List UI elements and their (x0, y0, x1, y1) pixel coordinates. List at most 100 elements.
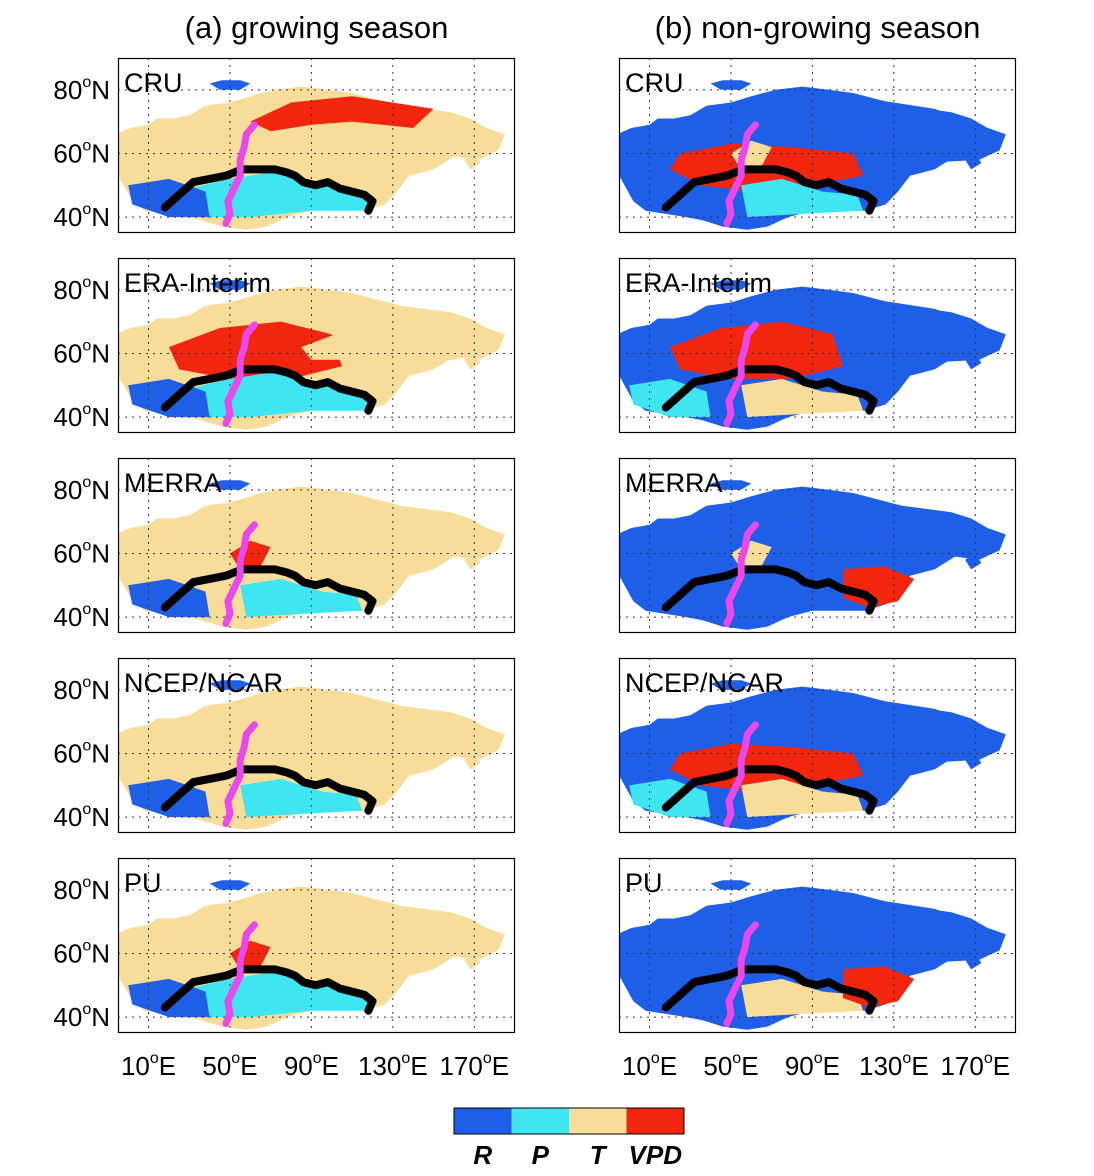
island (464, 753, 481, 770)
island (209, 680, 251, 690)
legend-swatch (569, 1108, 627, 1134)
island (209, 280, 251, 290)
x-tick-label: 170oE (439, 1050, 509, 1081)
black-boundary-line (661, 165, 878, 215)
island (710, 280, 752, 290)
region-t (741, 978, 864, 1018)
dataset-label: ERA-Interim (625, 268, 772, 298)
y-tick-label: 40oN (53, 1001, 110, 1032)
y-tick-label: 60oN (53, 137, 110, 168)
column-title: (a) growing season (185, 10, 449, 45)
island (464, 953, 481, 970)
region-r (822, 299, 1006, 363)
y-tick-label: 60oN (53, 537, 110, 568)
region-t (301, 321, 499, 367)
map-panel: ERA-Interim (618, 257, 1017, 434)
region-p (240, 578, 363, 618)
y-tick-label: 60oN (53, 937, 110, 968)
legend-frame (453, 1107, 685, 1135)
black-boundary-line (661, 565, 878, 615)
y-tick-label: 40oN (53, 601, 110, 632)
dataset-label: MERRA (124, 468, 222, 498)
x-tick-label: 10oE (622, 1050, 677, 1081)
black-boundary-line (160, 365, 377, 415)
map-panel: MERRA 80oN 60oN 40oN (53, 457, 516, 634)
dataset-label: PU (625, 868, 663, 898)
dataset-label: CRU (625, 68, 684, 98)
magenta-boundary-line (222, 121, 258, 227)
panel-frame (618, 857, 1017, 1034)
panel-frame (117, 57, 516, 234)
x-tick-label: 130oE (358, 1050, 428, 1081)
black-boundary-line (661, 965, 878, 1015)
island (710, 880, 752, 890)
black-boundary-line (160, 765, 377, 815)
magenta-boundary-line (723, 121, 759, 227)
dataset-label: MERRA (625, 468, 723, 498)
magenta-boundary-line (723, 521, 759, 627)
x-tick-label: 90oE (284, 1050, 339, 1081)
island (710, 680, 752, 690)
magenta-boundary-line (723, 321, 759, 427)
legend-label: VPD (629, 1140, 683, 1170)
legend-swatch (511, 1108, 569, 1134)
region-p (741, 178, 864, 218)
y-tick-label: 80oN (53, 74, 110, 105)
island (710, 480, 752, 490)
region-r (822, 699, 1006, 763)
dataset-label: CRU (124, 68, 183, 98)
black-boundary-line (160, 565, 377, 615)
legend-label: R (473, 1140, 492, 1170)
region-p (240, 778, 363, 818)
panel-frame (618, 457, 1017, 634)
magenta-boundary-line (222, 521, 258, 627)
y-tick-label: 80oN (53, 874, 110, 905)
y-tick-label: 40oN (53, 401, 110, 432)
panel-frame (117, 857, 516, 1034)
black-boundary-line (160, 965, 377, 1015)
region-vpd (168, 321, 342, 379)
x-tick-label: 130oE (859, 1050, 929, 1081)
magenta-boundary-line (723, 921, 759, 1027)
map-panel: NCEP/NCAR (618, 657, 1017, 834)
map-panel: MERRA (618, 457, 1017, 634)
x-tick-label: 50oE (202, 1050, 257, 1081)
region-r (822, 899, 1006, 963)
island (710, 80, 752, 90)
x-tick-label: 170oE (940, 1050, 1010, 1081)
black-boundary-line (661, 765, 878, 815)
island (209, 880, 251, 890)
column-title: (b) non-growing season (655, 10, 981, 45)
panel-frame (117, 657, 516, 834)
region-vpd (250, 96, 434, 132)
island (464, 353, 481, 370)
y-tick-label: 40oN (53, 201, 110, 232)
legend-label: P (532, 1140, 550, 1170)
magenta-boundary-line (723, 721, 759, 827)
panel-frame (618, 57, 1017, 234)
y-tick-label: 60oN (53, 737, 110, 768)
dataset-label: PU (124, 868, 162, 898)
region-t (741, 378, 864, 418)
dataset-label: ERA-Interim (124, 268, 271, 298)
region-t (741, 778, 864, 818)
x-tick-label: 10oE (121, 1050, 176, 1081)
map-panel: PU (618, 857, 1017, 1034)
panel-frame (117, 457, 516, 634)
magenta-boundary-line (222, 721, 258, 827)
magenta-boundary-line (222, 321, 258, 427)
dataset-label: NCEP/NCAR (124, 668, 283, 698)
map-panel: NCEP/NCAR 80oN 60oN 40oN (53, 657, 516, 834)
magenta-boundary-line (222, 921, 258, 1027)
panel-frame (117, 257, 516, 434)
y-tick-label: 80oN (53, 474, 110, 505)
black-boundary-line (661, 365, 878, 415)
panel-frame (618, 257, 1017, 434)
island (209, 80, 251, 90)
dataset-label: NCEP/NCAR (625, 668, 784, 698)
panel-frame (618, 657, 1017, 834)
map-panel: ERA-Interim 80oN 60oN 40oN (53, 257, 516, 434)
x-tick-label: 50oE (703, 1050, 758, 1081)
y-tick-label: 80oN (53, 674, 110, 705)
